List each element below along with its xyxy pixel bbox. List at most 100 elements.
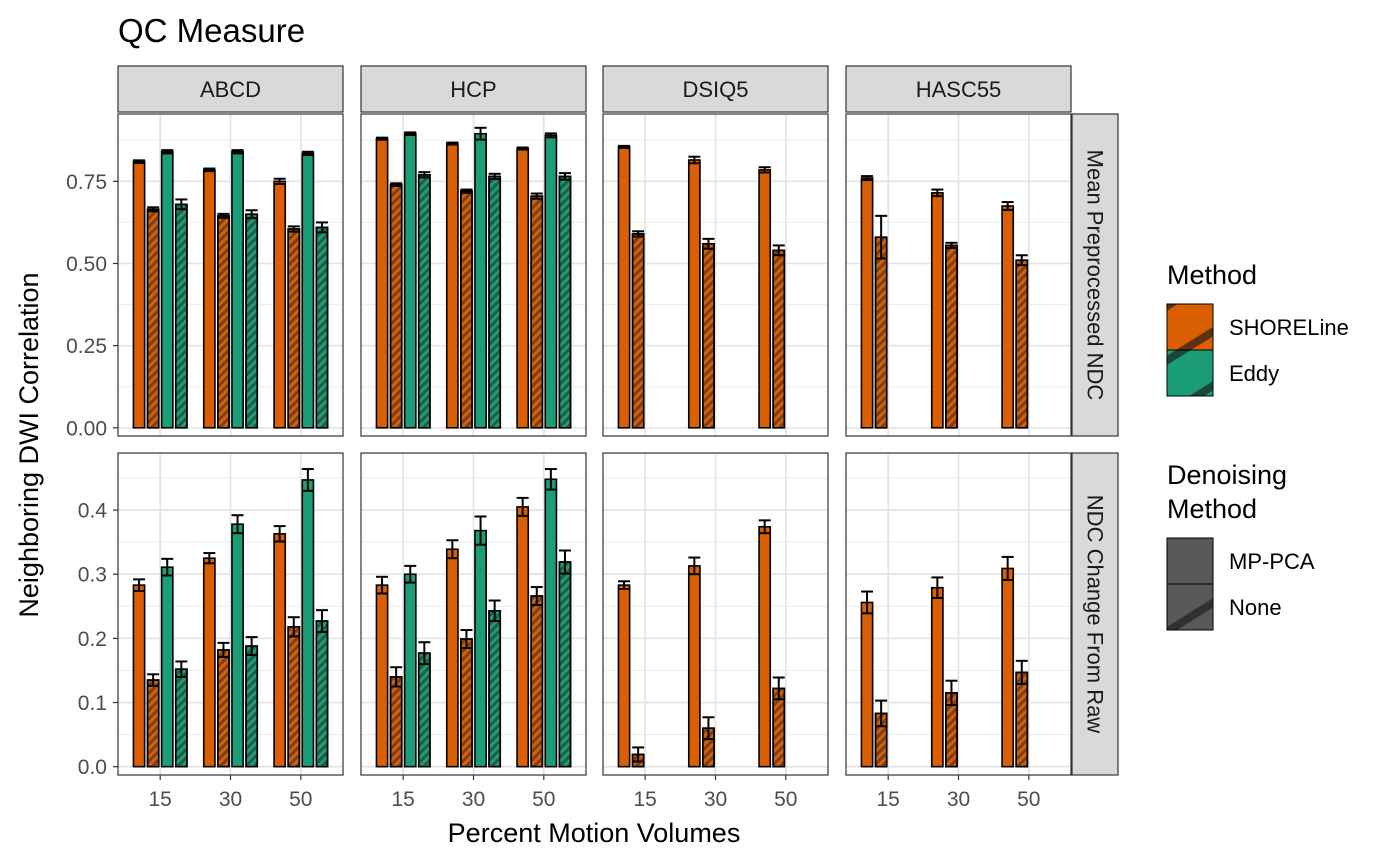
bar-shoreline-mp-pca-15 — [860, 601, 874, 768]
bar-eddy-mp-pca-50 — [544, 134, 558, 429]
x-axis-label: Percent Motion Volumes — [448, 818, 741, 848]
x-tick-label: 30 — [704, 788, 727, 811]
bar-shoreline-none-50-stripes — [530, 595, 544, 768]
facet-strip-label-hcp: HCP — [450, 77, 496, 102]
legend-key-eddy: Eddy — [1166, 349, 1279, 397]
x-tick-label: 15 — [392, 788, 415, 811]
bar-shoreline-mp-pca-30 — [202, 169, 216, 429]
bar-shoreline-none-50-stripes — [287, 626, 301, 768]
bar-shoreline-mp-pca-30 — [445, 548, 459, 768]
bar-shoreline-none-30-stripes — [460, 190, 473, 429]
facet-row-label-ndc-change-from-raw: NDC Change From Raw — [1083, 495, 1108, 734]
panel-dsiq5-mean — [602, 113, 829, 437]
y-tick-label: 0.00 — [66, 417, 107, 440]
bar-eddy-none-15-stripes — [174, 203, 188, 429]
bar-eddy-mp-pca-30 — [474, 529, 487, 768]
bar-eddy-mp-pca-50 — [544, 478, 558, 768]
bar-shoreline-none-15-stripes — [631, 233, 645, 429]
x-tick-label: 15 — [877, 788, 900, 811]
x-tick-label: 50 — [532, 788, 555, 811]
bar-shoreline-mp-pca-15 — [132, 160, 146, 429]
x-tick-label: 50 — [1017, 788, 1040, 811]
legend-key-mp-pca: MP-PCA — [1166, 537, 1315, 585]
facet-strip-label-dsiq5: DSIQ5 — [682, 77, 748, 102]
facet-strip-label-hasc55: HASC55 — [916, 77, 1002, 102]
y-tick-label: 0.2 — [78, 628, 107, 651]
facet-strip-label-abcd: ABCD — [200, 77, 261, 102]
facet-strip-hcp — [360, 65, 587, 113]
facet-row-strip-ndc-change-from-raw — [1071, 452, 1119, 776]
bar-shoreline-mp-pca-50 — [758, 169, 772, 429]
bar-shoreline-mp-pca-30 — [687, 159, 701, 429]
bar-eddy-none-50-stripes — [315, 620, 329, 768]
y-tick-label: 0.4 — [78, 500, 108, 523]
bar-eddy-mp-pca-15 — [160, 150, 174, 429]
bar-shoreline-mp-pca-15 — [132, 584, 146, 768]
legend-swatch-none-stripe — [1166, 583, 1214, 631]
facet-strip-dsiq5 — [602, 65, 829, 113]
bar-shoreline-mp-pca-15 — [375, 137, 389, 429]
legend-denoising: Denoising Method MP-PCA None — [1166, 460, 1315, 631]
bar-shoreline-mp-pca-50 — [516, 506, 530, 768]
x-tick-label: 50 — [289, 788, 312, 811]
bar-eddy-mp-pca-50 — [301, 479, 315, 768]
bar-eddy-mp-pca-15 — [403, 132, 417, 429]
bar-shoreline-none-15-stripes — [389, 183, 403, 429]
bar-shoreline-none-30-stripes — [945, 244, 958, 429]
panel-dsiq5-change — [602, 452, 829, 776]
bar-eddy-none-50-stripes — [558, 561, 572, 768]
bar-eddy-none-50-stripes — [558, 175, 572, 429]
bar-shoreline-none-30-stripes — [217, 649, 230, 768]
y-tick-label: 0.25 — [66, 335, 107, 358]
bar-eddy-none-30-stripes — [488, 609, 502, 768]
bar-eddy-none-30-stripes — [245, 213, 259, 429]
bar-eddy-none-15-stripes — [417, 652, 431, 768]
facet-panels: ABCD HCP DSIQ5 HASC55 Mean Preprocessed NDC N… — [66, 65, 1119, 811]
bar-shoreline-mp-pca-30 — [202, 557, 216, 768]
legend-label-none: None — [1229, 595, 1282, 620]
panel-abcd-change — [117, 452, 344, 776]
bar-shoreline-none-15-stripes — [146, 679, 160, 768]
legend-method: Method SHORELine Eddy — [1166, 260, 1349, 397]
legend-denoising-title-line-1: Denoising — [1167, 460, 1287, 490]
y-tick-label: 0.3 — [78, 564, 107, 587]
panel-hcp-mean-border — [360, 113, 587, 437]
y-tick-label: 0.75 — [66, 171, 107, 194]
bar-shoreline-mp-pca-50 — [516, 147, 530, 429]
bar-shoreline-none-30-stripes — [217, 215, 230, 429]
panel-hasc55-mean — [845, 113, 1072, 437]
bar-shoreline-mp-pca-30 — [445, 142, 459, 429]
bar-eddy-mp-pca-30 — [474, 132, 487, 429]
legend-swatch-eddy-stripe — [1166, 349, 1214, 397]
legend-swatch-mp-pca — [1166, 537, 1214, 585]
y-tick-label: 0.50 — [66, 253, 107, 276]
panel-abcd-mean — [117, 113, 344, 437]
bar-eddy-none-15-stripes — [174, 668, 188, 768]
legend-key-none: None — [1166, 583, 1282, 631]
legend-method-title: Method — [1167, 260, 1257, 290]
bar-shoreline-mp-pca-50 — [1001, 567, 1015, 768]
legend-swatch-shoreline-stripe — [1166, 303, 1214, 351]
x-tick-label: 50 — [774, 788, 797, 811]
y-tick-label: 0.0 — [78, 756, 107, 779]
bar-shoreline-mp-pca-15 — [860, 177, 874, 429]
bar-eddy-none-50-stripes — [315, 226, 329, 429]
facet-strip-hasc55 — [845, 65, 1072, 113]
bar-shoreline-mp-pca-50 — [1001, 205, 1015, 429]
bar-shoreline-none-50-stripes — [772, 249, 786, 429]
bar-shoreline-mp-pca-30 — [930, 586, 944, 768]
legend-label-eddy: Eddy — [1229, 361, 1279, 386]
bar-eddy-mp-pca-15 — [160, 566, 174, 768]
y-tick-label: 0.1 — [78, 692, 107, 715]
x-tick-label: 15 — [149, 788, 172, 811]
bar-eddy-mp-pca-15 — [403, 573, 417, 768]
bar-shoreline-mp-pca-30 — [930, 192, 944, 429]
panel-hasc55-mean-border — [845, 113, 1072, 437]
panel-hcp-change — [360, 452, 587, 776]
bar-eddy-mp-pca-30 — [231, 523, 244, 768]
x-tick-label: 30 — [462, 788, 485, 811]
bar-shoreline-none-50-stripes — [1015, 259, 1029, 429]
facet-row-label-mean-preprocessed-ndc: Mean Preprocessed NDC — [1083, 150, 1108, 401]
bar-shoreline-mp-pca-15 — [617, 584, 631, 768]
